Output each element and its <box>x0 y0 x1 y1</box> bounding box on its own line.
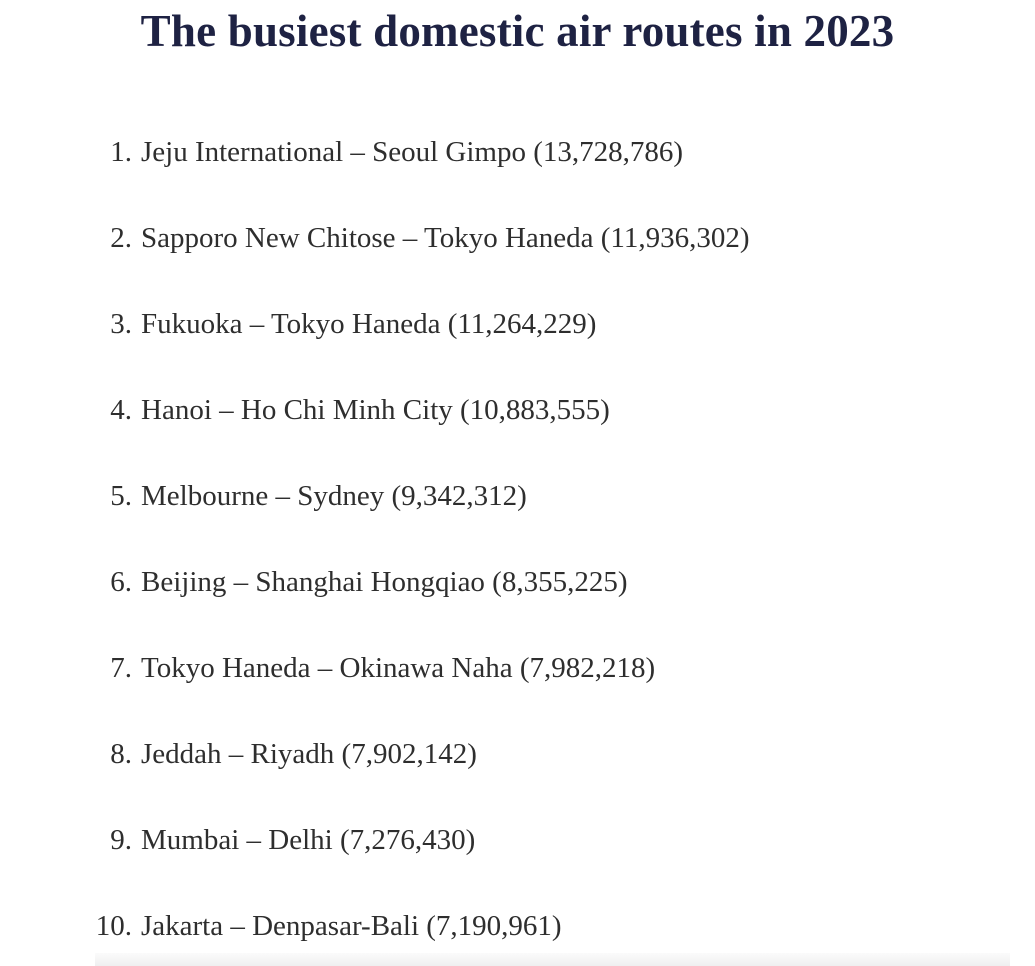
list-item: 1. Jeju International – Seoul Gimpo (13,… <box>0 136 1035 168</box>
list-item: 2. Sapporo New Chitose – Tokyo Haneda (1… <box>0 222 1035 254</box>
routes-list: 1. Jeju International – Seoul Gimpo (13,… <box>0 136 1035 942</box>
list-item: 7. Tokyo Haneda – Okinawa Naha (7,982,21… <box>0 652 1035 684</box>
route-rank: 7. <box>110 652 132 684</box>
list-item: 6. Beijing – Shanghai Hongqiao (8,355,22… <box>0 566 1035 598</box>
route-rank: 2. <box>110 222 132 254</box>
route-text: Tokyo Haneda – Okinawa Naha (7,982,218) <box>141 652 656 684</box>
route-rank: 6. <box>110 566 132 598</box>
list-item: 8. Jeddah – Riyadh (7,902,142) <box>0 738 1035 770</box>
route-text: Fukuoka – Tokyo Haneda (11,264,229) <box>141 308 597 340</box>
route-rank: 1. <box>110 136 132 168</box>
list-item: 3. Fukuoka – Tokyo Haneda (11,264,229) <box>0 308 1035 340</box>
page-title: The busiest domestic air routes in 2023 <box>140 6 895 56</box>
route-rank: 8. <box>110 738 132 770</box>
list-item: 9. Mumbai – Delhi (7,276,430) <box>0 824 1035 856</box>
route-text: Sapporo New Chitose – Tokyo Haneda (11,9… <box>141 222 750 254</box>
route-rank: 9. <box>110 824 132 856</box>
route-text: Hanoi – Ho Chi Minh City (10,883,555) <box>141 394 610 426</box>
list-item: 10. Jakarta – Denpasar-Bali (7,190,961) <box>0 910 1035 942</box>
list-item: 4. Hanoi – Ho Chi Minh City (10,883,555) <box>0 394 1035 426</box>
route-text: Beijing – Shanghai Hongqiao (8,355,225) <box>141 566 628 598</box>
route-rank: 3. <box>110 308 132 340</box>
route-text: Jakarta – Denpasar-Bali (7,190,961) <box>141 910 562 942</box>
list-item: 5. Melbourne – Sydney (9,342,312) <box>0 480 1035 512</box>
route-text: Jeddah – Riyadh (7,902,142) <box>141 738 477 770</box>
route-rank: 4. <box>110 394 132 426</box>
route-text: Jeju International – Seoul Gimpo (13,728… <box>141 136 684 168</box>
route-rank: 5. <box>110 480 132 512</box>
route-text: Melbourne – Sydney (9,342,312) <box>141 480 527 512</box>
route-rank: 10. <box>95 910 132 942</box>
route-text: Mumbai – Delhi (7,276,430) <box>141 824 476 856</box>
